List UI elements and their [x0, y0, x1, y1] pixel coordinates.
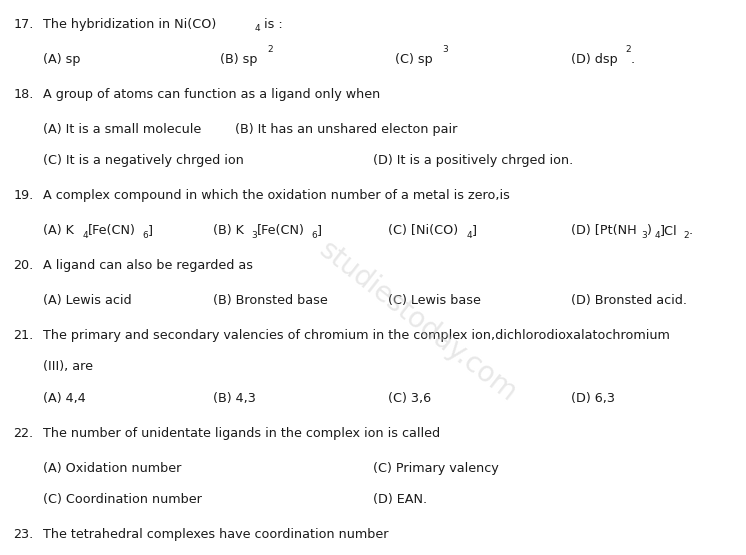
Text: (C) Lewis base: (C) Lewis base [388, 294, 480, 307]
Text: .: . [631, 53, 635, 65]
Text: (D) EAN.: (D) EAN. [373, 493, 427, 506]
Text: ]: ] [317, 224, 322, 237]
Text: (III), are: (III), are [43, 360, 93, 374]
Text: 4: 4 [466, 231, 472, 240]
Text: ): ) [646, 224, 651, 237]
Text: (A) It is a small molecule: (A) It is a small molecule [43, 123, 201, 135]
Text: 6: 6 [312, 231, 318, 240]
Text: The number of unidentate ligands in the complex ion is called: The number of unidentate ligands in the … [43, 427, 440, 440]
Text: (D) dsp: (D) dsp [571, 53, 618, 65]
Text: .: . [688, 224, 692, 237]
Text: The tetrahedral complexes have coordination number: The tetrahedral complexes have coordinat… [43, 528, 389, 541]
Text: A group of atoms can function as a ligand only when: A group of atoms can function as a ligan… [43, 88, 380, 100]
Text: (B) Bronsted base: (B) Bronsted base [213, 294, 327, 307]
Text: (B) sp: (B) sp [220, 53, 257, 65]
Text: 2: 2 [683, 231, 689, 240]
Text: ]: ] [471, 224, 477, 237]
Text: (D) 6,3: (D) 6,3 [571, 392, 615, 405]
Text: A ligand can also be regarded as: A ligand can also be regarded as [43, 259, 254, 272]
Text: A complex compound in which the oxidation number of a metal is zero,is: A complex compound in which the oxidatio… [43, 189, 510, 202]
Text: 2: 2 [626, 45, 631, 54]
Text: (A) Oxidation number: (A) Oxidation number [43, 462, 181, 475]
Text: (C) sp: (C) sp [395, 53, 433, 65]
Text: 19.: 19. [13, 189, 34, 202]
Text: (A) Lewis acid: (A) Lewis acid [43, 294, 132, 307]
Text: 3: 3 [251, 231, 257, 240]
Text: ]Cl: ]Cl [659, 224, 677, 237]
Text: (C) [Ni(CO): (C) [Ni(CO) [388, 224, 458, 237]
Text: [Fe(CN): [Fe(CN) [88, 224, 136, 237]
Text: (D) Bronsted acid.: (D) Bronsted acid. [571, 294, 686, 307]
Text: The hybridization in Ni(CO): The hybridization in Ni(CO) [43, 18, 216, 31]
Text: (C) It is a negatively chrged ion: (C) It is a negatively chrged ion [43, 154, 244, 167]
Text: 21.: 21. [13, 329, 34, 342]
Text: 17.: 17. [13, 18, 34, 31]
Text: 2: 2 [267, 45, 273, 54]
Text: studiestoday.com: studiestoday.com [313, 236, 522, 408]
Text: 20.: 20. [13, 259, 34, 272]
Text: (B) K: (B) K [213, 224, 243, 237]
Text: ]: ] [148, 224, 153, 237]
Text: (C) Primary valency: (C) Primary valency [373, 462, 499, 475]
Text: (A) K: (A) K [43, 224, 74, 237]
Text: (B) It has an unshared electon pair: (B) It has an unshared electon pair [235, 123, 457, 135]
Text: 4: 4 [255, 24, 260, 33]
Text: (B) 4,3: (B) 4,3 [213, 392, 255, 405]
Text: (A) 4,4: (A) 4,4 [43, 392, 86, 405]
Text: (D) It is a positively chrged ion.: (D) It is a positively chrged ion. [373, 154, 573, 167]
Text: (C) Coordination number: (C) Coordination number [43, 493, 202, 506]
Text: 18.: 18. [13, 88, 34, 100]
Text: The primary and secondary valencies of chromium in the complex ion,dichlorodioxa: The primary and secondary valencies of c… [43, 329, 670, 342]
Text: 23.: 23. [13, 528, 34, 541]
Text: 3: 3 [442, 45, 448, 54]
Text: [Fe(CN): [Fe(CN) [257, 224, 305, 237]
Text: (C) 3,6: (C) 3,6 [388, 392, 431, 405]
Text: 22.: 22. [13, 427, 34, 440]
Text: 6: 6 [142, 231, 148, 240]
Text: (A) sp: (A) sp [43, 53, 81, 65]
Text: 3: 3 [642, 231, 647, 240]
Text: (D) [Pt(NH: (D) [Pt(NH [571, 224, 636, 237]
Text: 4: 4 [654, 231, 660, 240]
Text: 4: 4 [83, 231, 88, 240]
Text: is :: is : [260, 18, 283, 31]
